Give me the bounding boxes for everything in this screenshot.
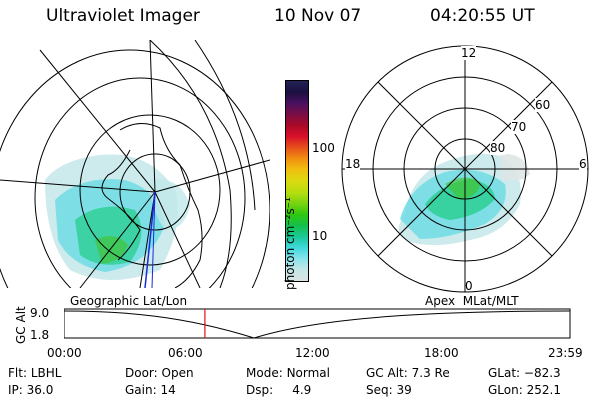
colorbar-label: photon cm⁻²s⁻¹ [283,197,297,290]
polar-grid [341,45,589,293]
mlt-label-6: 6 [579,157,587,171]
colorbar [285,80,309,282]
timeline-ytick-min: 1.8 [30,328,50,342]
instrument-title: Ultraviolet Imager [46,6,200,26]
info-dsp: Dsp: 4.9 [246,383,312,397]
mlt-label-0: 0 [465,279,473,293]
info-glon: GLon: 252.1 [488,383,561,397]
info-glat: GLat: −82.3 [488,366,561,380]
lat-label-70: 70 [511,120,527,134]
coastline [101,123,203,288]
timeline-xtick-3: 18:00 [424,346,459,360]
timeline-xtick-0: 00:00 [47,346,82,360]
info-mode: Mode: Normal [246,366,330,380]
geographic-caption: Geographic Lat/Lon [70,294,188,308]
info-door: Door: Open [125,366,194,380]
date-label: 10 Nov 07 [274,6,362,26]
mlt-label-18: 18 [345,157,361,171]
lat-label-60: 60 [535,98,551,112]
mlt-label-12: 12 [461,46,477,60]
geo-grid [0,40,270,288]
timeline-xtick-2: 12:00 [295,346,330,360]
geographic-map [0,40,270,288]
right-emission [398,153,530,246]
timeline-xtick-4: 23:59 [548,346,583,360]
timeline-ytick-max: 9.0 [30,306,50,320]
apex-caption: Apex MLat/MLT [425,294,519,308]
info-gain: Gain: 14 [125,383,176,397]
apex-polar-plot [341,45,589,293]
time-label: 04:20:55 UT [430,6,535,26]
timeline-axis-label: GC Alt [14,306,28,344]
colorbar-tick-10: 10 [312,229,328,243]
info-gc-alt: GC Alt: 7.3 Re [366,366,450,380]
left-emission [45,154,190,280]
altitude-curve [64,310,571,339]
colorbar-tick-100: 100 [312,141,335,155]
info-flt: Flt: LBHL [8,366,62,380]
info-ip: IP: 36.0 [8,383,54,397]
noon-meridian [144,191,156,288]
lat-label-80: 80 [490,141,506,155]
timeline-xtick-1: 06:00 [168,346,203,360]
altitude-timeline [64,308,571,339]
info-seq: Seq: 39 [366,383,412,397]
